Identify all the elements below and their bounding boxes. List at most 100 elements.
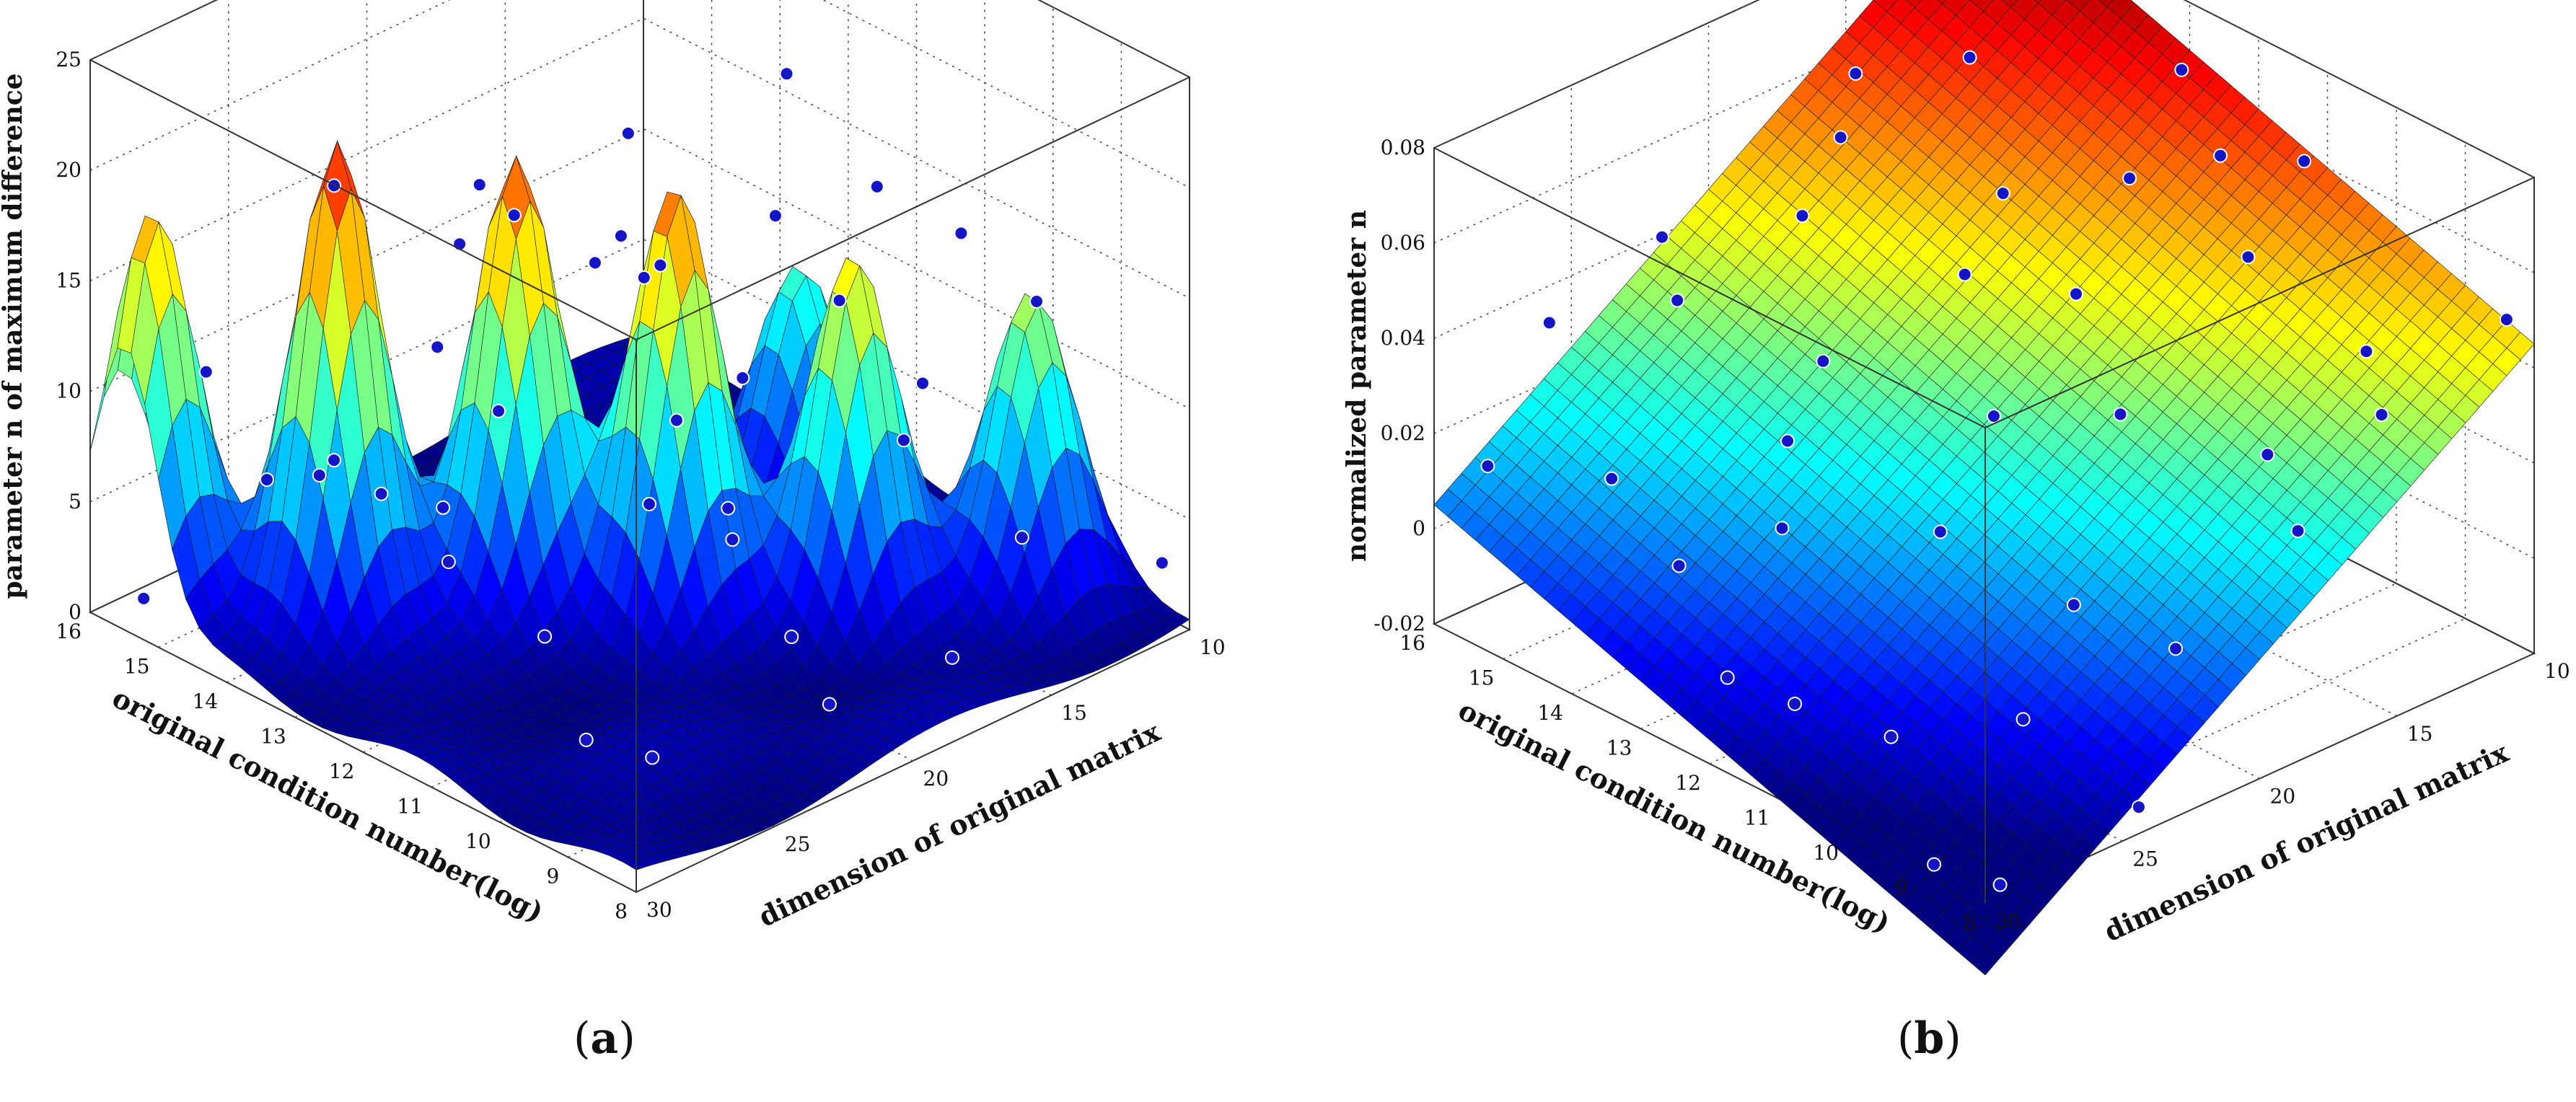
x-tick-label: 13: [1606, 736, 1632, 760]
data-point: [735, 371, 750, 386]
x-tick-label: 9: [547, 865, 560, 889]
x-tick-label: 11: [1744, 806, 1770, 830]
data-point: [1029, 294, 1045, 309]
data-point: [1480, 459, 1495, 474]
data-point: [537, 629, 553, 644]
data-point: [312, 467, 327, 482]
data-point: [944, 650, 959, 665]
x-tick-label: 8: [615, 899, 628, 923]
data-point: [1962, 50, 1977, 65]
data-point: [832, 293, 847, 308]
data-point: [636, 270, 651, 285]
surface-patch: [1971, 947, 2000, 976]
x-tick-label: 11: [397, 795, 423, 819]
data-point: [2374, 407, 2389, 422]
y-tick-label: 30: [646, 898, 672, 922]
z-tick-label: 0.06: [1381, 231, 1425, 255]
data-point: [587, 255, 602, 270]
data-point: [645, 750, 660, 765]
data-points: [1480, 50, 2514, 892]
top-front-edges: [1433, 147, 2535, 429]
data-point: [1014, 530, 1029, 545]
x-tick-label: 12: [329, 759, 355, 783]
data-point: [1654, 229, 1669, 244]
data-point: [915, 376, 931, 391]
surface-patch: [1937, 0, 1946, 4]
data-point: [954, 226, 969, 241]
data-point: [2499, 312, 2514, 327]
y-tick-label: 15: [1061, 701, 1087, 725]
x-tick-label: 10: [1813, 841, 1839, 865]
data-point: [2131, 800, 2146, 815]
data-point: [2015, 712, 2031, 727]
z-tick-label: 0.08: [1381, 136, 1425, 159]
axes-front-edges: [89, 59, 1190, 892]
data-point: [472, 177, 487, 193]
z-gridline: [89, 17, 1190, 299]
z-tick-label: 0: [69, 600, 82, 624]
tick-labels: -0.02 0 0.02 0.04 0.06 0.08 16 15 14 13 12 11 10 9 8 10…: [1373, 136, 2570, 935]
panel-b-letter: b: [1914, 1013, 1945, 1064]
data-point: [721, 501, 736, 516]
panel-a-label: (a): [573, 1013, 636, 1064]
surface-patch: [2034, 0, 2042, 4]
data-point: [1992, 877, 2008, 892]
surface-mesh: [89, 140, 1190, 870]
data-point: [1883, 729, 1899, 744]
y-tick-label: 25: [785, 832, 811, 856]
data-point: [2113, 407, 2128, 422]
x-tick-label: 16: [1399, 631, 1425, 655]
data-point: [579, 732, 594, 747]
z-gridline: [89, 238, 1190, 520]
x-tick-label: 14: [193, 689, 219, 713]
data-point: [768, 208, 783, 224]
panel-a-chart: 051015202516151413121110981015202530orig…: [0, 0, 1226, 933]
data-point: [374, 486, 389, 501]
data-point: [642, 496, 657, 511]
data-point: [1986, 408, 2001, 423]
panel-a-letter: a: [590, 1013, 619, 1064]
data-point: [779, 66, 794, 81]
z-tick-label: 15: [56, 268, 82, 292]
x-tick-label: 9: [1895, 876, 1908, 900]
data-point: [1780, 433, 1795, 449]
data-point: [1995, 186, 2010, 201]
z-gridline: [89, 0, 1190, 78]
data-point: [506, 208, 522, 223]
data-point: [653, 257, 668, 273]
data-point: [669, 413, 684, 428]
z-tick-label: 25: [56, 48, 82, 71]
data-point: [725, 532, 740, 547]
x-tick-label: 14: [1537, 701, 1563, 725]
y-tick-label: 20: [923, 767, 949, 790]
data-point: [2168, 641, 2184, 656]
x-tick-label: 10: [465, 829, 491, 853]
surface-mesh: [1433, 0, 2535, 976]
z-axis-label: parameter n of maximum difference: [0, 73, 28, 599]
z-axis-label: normalized parameter n: [1342, 210, 1372, 562]
data-point: [620, 125, 636, 141]
data-point: [784, 630, 799, 644]
data-points: [136, 66, 1169, 765]
data-point: [896, 433, 911, 448]
data-point: [1542, 315, 1557, 330]
data-point: [2290, 524, 2305, 539]
data-point: [2066, 597, 2081, 612]
data-point: [136, 591, 151, 606]
data-point: [1604, 471, 1619, 486]
data-point: [2359, 344, 2374, 359]
y-tick-label: 10: [2544, 659, 2570, 683]
tick-labels: 0 5 10 15 20 25 16 15 14 13 12 11 10 9 8 10 15 20 25 30: [56, 48, 1225, 923]
data-point: [1816, 353, 1831, 369]
data-point: [1833, 130, 1848, 145]
data-point: [441, 555, 456, 570]
data-point: [259, 472, 274, 488]
data-point: [327, 453, 342, 468]
data-point: [822, 697, 837, 712]
data-point: [2069, 286, 2084, 301]
y-tick-label: 10: [1200, 635, 1226, 659]
top-front-edges: [89, 59, 1190, 341]
z-tick-label: 5: [69, 490, 82, 513]
axes-front-edges: [1433, 147, 2535, 904]
x-tick-label: 15: [1469, 666, 1495, 690]
